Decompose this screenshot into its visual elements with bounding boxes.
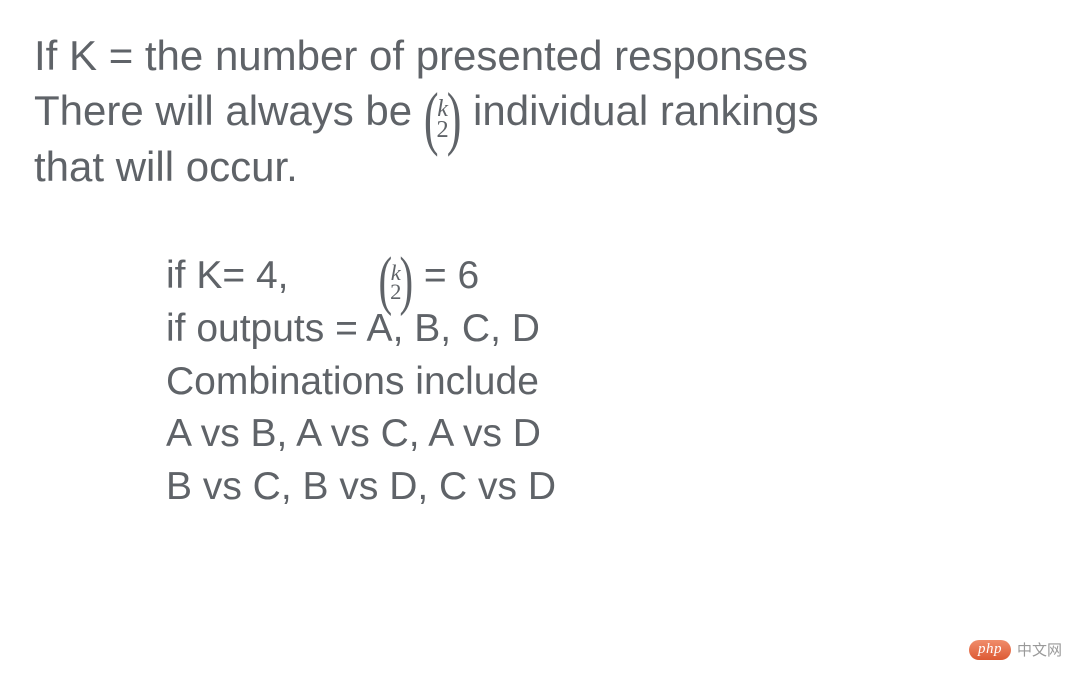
right-paren-2: ): [399, 237, 413, 325]
binomial-expression: (k2): [424, 91, 462, 137]
example-line-1: if K= 4, (k2) = 6: [166, 250, 1046, 303]
example-line-4: A vs B, A vs C, A vs D: [166, 408, 1046, 461]
binomial-expression-2: (k2): [378, 257, 413, 300]
watermark-pill: php: [969, 640, 1011, 660]
intro-paragraph: If K = the number of presented responses…: [34, 28, 1046, 194]
watermark-label: 中文网: [1017, 639, 1062, 660]
example-line-1-after: = 6: [413, 254, 479, 297]
intro-line-2: There will always be (k2) individual ran…: [34, 83, 1046, 138]
intro-line-1: If K = the number of presented responses: [34, 28, 1046, 83]
intro-line-2-after: individual rankings: [461, 87, 818, 134]
intro-line-2-before: There will always be: [34, 87, 424, 134]
intro-line-3: that will occur.: [34, 139, 1046, 194]
example-line-1-before: if K= 4,: [166, 254, 288, 297]
example-line-3: Combinations include: [166, 356, 1046, 409]
document-content: If K = the number of presented responses…: [0, 0, 1080, 514]
example-line-2: if outputs = A, B, C, D: [166, 303, 1046, 356]
watermark: php 中文网: [969, 639, 1062, 660]
example-block: if K= 4, (k2) = 6 if outputs = A, B, C, D…: [166, 250, 1046, 513]
right-paren: ): [447, 72, 462, 165]
example-line-5: B vs C, B vs D, C vs D: [166, 461, 1046, 514]
